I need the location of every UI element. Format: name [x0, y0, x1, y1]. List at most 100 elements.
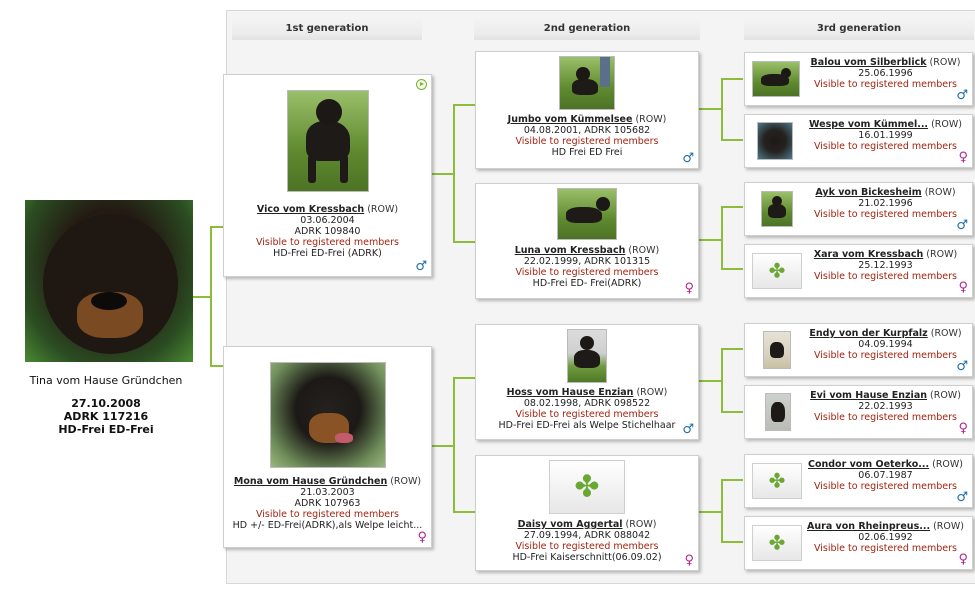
dog-photo[interactable]	[765, 393, 791, 431]
gen1-card-dam[interactable]: Mona vom Hause Gründchen (ROW) 21.03.200…	[223, 346, 432, 548]
dog-name-link[interactable]: Vico vom Kressbach	[256, 204, 365, 215]
dog-head-shape	[580, 336, 594, 350]
dog-photo[interactable]	[567, 329, 607, 383]
dog-body-shape	[566, 207, 602, 223]
restricted-notice: Visible to registered members	[515, 409, 659, 420]
gen3-card[interactable]: ✤ Aura von Rheinpreus... (ROW) 02.06.199…	[744, 516, 973, 570]
gen2-card[interactable]: Jumbo vom Kümmelsee (ROW) 04.08.2001, AD…	[475, 51, 699, 169]
dog-name-link[interactable]: Xara vom Kressbach	[813, 249, 924, 260]
restricted-notice: Visible to registered members	[813, 350, 957, 361]
breed-label: (ROW)	[929, 459, 964, 470]
breed-label: (ROW)	[930, 521, 964, 532]
header-gen3: 3rd generation	[744, 18, 974, 40]
gen3-card[interactable]: Evi vom Hause Enzian (ROW) 22.02.1993 Vi…	[744, 385, 973, 439]
dog-body-shape	[770, 342, 784, 358]
female-icon: ♀	[684, 553, 694, 568]
dog-photo[interactable]	[757, 122, 793, 160]
dog-photo[interactable]	[752, 61, 800, 97]
breed-label: (ROW)	[387, 476, 422, 487]
connector-line	[453, 511, 475, 513]
dog-date: 22.02.1993	[858, 401, 913, 412]
dog-name-link[interactable]: Balou vom Silberblick	[810, 57, 927, 68]
breed-label: (ROW)	[632, 114, 667, 125]
connector-line	[453, 241, 475, 243]
connector-line	[210, 226, 212, 366]
restricted-notice: Visible to registered members	[813, 543, 957, 554]
connector-line	[721, 348, 743, 350]
restricted-notice: Visible to registered members	[515, 267, 659, 278]
dog-body-shape	[771, 402, 785, 422]
connector-line	[721, 78, 743, 80]
dog-name-link[interactable]: Luna vom Kressbach	[514, 245, 626, 256]
gen3-card[interactable]: ✤ Xara vom Kressbach (ROW) 25.12.1993 Vi…	[744, 244, 973, 298]
dog-photo[interactable]	[286, 90, 369, 192]
video-play-icon[interactable]	[416, 79, 427, 90]
subject-reg: ADRK 117216	[63, 410, 149, 423]
gen2-card[interactable]: Luna vom Kressbach (ROW) 22.02.1999, ADR…	[475, 183, 699, 299]
dog-name-link[interactable]: Endy von der Kurpfalz	[809, 328, 928, 339]
dog-photo[interactable]	[557, 188, 617, 240]
connector-line	[698, 239, 722, 241]
dog-head-shape	[781, 68, 791, 78]
dog-head-shape	[576, 67, 590, 81]
dog-name-link[interactable]: Evi vom Hause Enzian	[810, 390, 927, 401]
dog-health: HD Frei ED Frei	[551, 147, 623, 158]
dog-date: 16.01.1999	[858, 130, 913, 141]
connector-line	[453, 104, 455, 243]
female-icon: ♀	[958, 150, 968, 165]
connector-line	[210, 365, 224, 367]
dog-date: 25.12.1993	[858, 260, 913, 271]
placeholder-leaf-icon: ✤	[574, 469, 600, 505]
dog-name-link[interactable]: Condor vom Oeterko...	[807, 459, 930, 470]
no-photo-placeholder[interactable]: ✤	[752, 463, 802, 499]
dog-head-shape	[315, 99, 342, 125]
breed-label: (ROW)	[625, 245, 660, 256]
connector-line	[698, 511, 722, 513]
female-icon: ♀	[958, 421, 968, 436]
gen3-card[interactable]: Endy von der Kurpfalz (ROW) 04.09.1994 V…	[744, 323, 973, 377]
female-icon: ♀	[958, 280, 968, 295]
dog-name-link[interactable]: Wespe vom Kümmel...	[809, 119, 929, 130]
restricted-notice: Visible to registered members	[813, 481, 957, 492]
handler-shape	[600, 57, 610, 87]
restricted-notice: Visible to registered members	[813, 209, 957, 220]
dog-name-link[interactable]: Ayk von Bickesheim	[815, 187, 922, 198]
header-gen2: 2nd generation	[474, 18, 700, 40]
gen3-card[interactable]: Wespe vom Kümmel... (ROW) 16.01.1999 Vis…	[744, 114, 973, 168]
dog-photo[interactable]	[559, 56, 615, 110]
gen3-card[interactable]: Ayk von Bickesheim (ROW) 21.02.1996 Visi…	[744, 182, 973, 236]
gen3-card[interactable]: Balou vom Silberblick (ROW) 25.06.1996 V…	[744, 52, 973, 106]
dog-date-reg: 04.08.2001, ADRK 105682	[523, 125, 651, 136]
dog-photo[interactable]	[269, 362, 386, 468]
dog-body-shape	[768, 204, 786, 218]
gen2-card[interactable]: ✤ Daisy vom Aggertal (ROW) 27.09.1994, A…	[475, 455, 699, 571]
breed-label: (ROW)	[926, 57, 961, 68]
gen1-card-sire[interactable]: Vico vom Kressbach (ROW) 03.06.2004 ADRK…	[223, 74, 432, 277]
dog-health: HD +/- ED-Frei(ADRK),als Welpe leicht...	[232, 520, 423, 531]
restricted-notice: Visible to registered members	[813, 141, 957, 152]
dog-name-link[interactable]: Aura von Rheinpreus...	[807, 521, 931, 532]
subject-date: 27.10.2008	[71, 397, 141, 410]
dog-photo[interactable]	[761, 191, 793, 227]
dog-nose-shape	[91, 292, 127, 310]
dog-name-link[interactable]: Mona vom Hause Gründchen	[233, 476, 388, 487]
dog-date: 21.02.1996	[858, 198, 913, 209]
gen2-card[interactable]: Hoss vom Hause Enzian (ROW) 08.02.1998, …	[475, 324, 699, 440]
dog-leg-shape	[339, 155, 348, 183]
dog-name-link[interactable]: Hoss vom Hause Enzian	[506, 387, 634, 398]
breed-label: (ROW)	[622, 519, 657, 530]
dog-photo[interactable]	[763, 331, 791, 369]
no-photo-placeholder[interactable]: ✤	[549, 460, 625, 514]
dog-health: HD-Frei ED-Frei als Welpe Stichelhaar	[498, 420, 676, 431]
gen3-card[interactable]: ✤ Condor vom Oeterko... (ROW) 06.07.1987…	[744, 454, 973, 508]
subject-photo[interactable]	[25, 200, 193, 362]
dog-name-link[interactable]: Jumbo vom Kümmelsee	[507, 114, 633, 125]
male-icon: ♂	[682, 422, 694, 437]
dog-health: HD-Frei ED- Frei(ADRK)	[532, 278, 642, 289]
no-photo-placeholder[interactable]: ✤	[752, 253, 802, 289]
dog-reg: ADRK 107963	[294, 498, 361, 509]
dog-name-link[interactable]: Daisy vom Aggertal	[517, 519, 623, 530]
no-photo-placeholder[interactable]: ✤	[752, 525, 802, 561]
dog-head-shape	[596, 197, 610, 211]
connector-line	[431, 173, 453, 175]
